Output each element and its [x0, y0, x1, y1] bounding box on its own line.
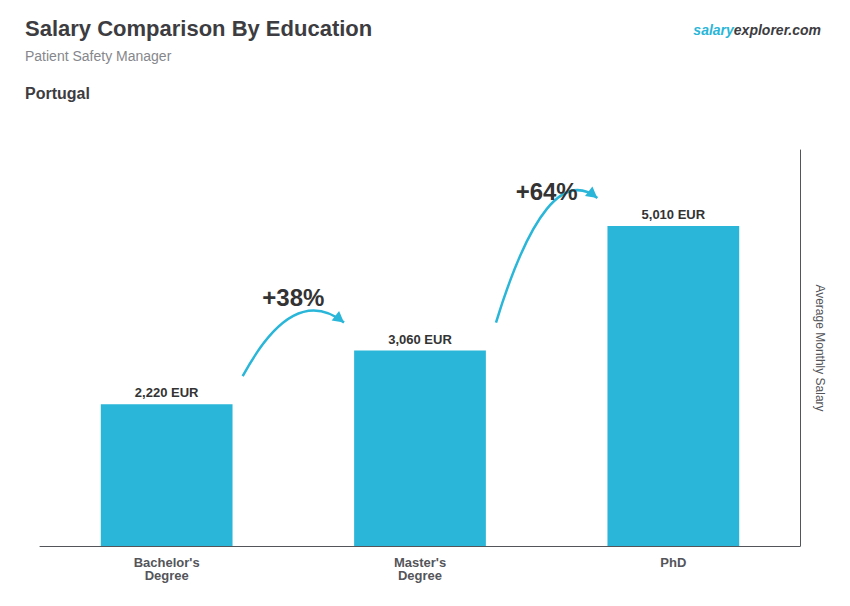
svg-text:5,010 EUR: 5,010 EUR	[642, 207, 706, 222]
svg-text:explorer.com: explorer.com	[734, 22, 821, 38]
svg-text:+38%: +38%	[262, 284, 324, 311]
svg-text:salary: salary	[693, 22, 735, 38]
svg-text:PhD: PhD	[660, 555, 686, 570]
svg-text:+64%: +64%	[516, 178, 578, 205]
svg-text:Portugal: Portugal	[25, 85, 90, 102]
svg-text:Average Monthly Salary: Average Monthly Salary	[813, 284, 827, 411]
svg-text:2,220 EUR: 2,220 EUR	[135, 385, 199, 400]
svg-text:Degree: Degree	[398, 568, 442, 583]
svg-text:Patient Safety Manager: Patient Safety Manager	[25, 48, 172, 64]
svg-text:Salary Comparison By Education: Salary Comparison By Education	[25, 16, 372, 41]
svg-text:Degree: Degree	[145, 568, 189, 583]
svg-text:3,060 EUR: 3,060 EUR	[388, 332, 452, 347]
svg-text:Master's: Master's	[393, 555, 447, 570]
svg-text:Bachelor's: Bachelor's	[133, 555, 200, 570]
